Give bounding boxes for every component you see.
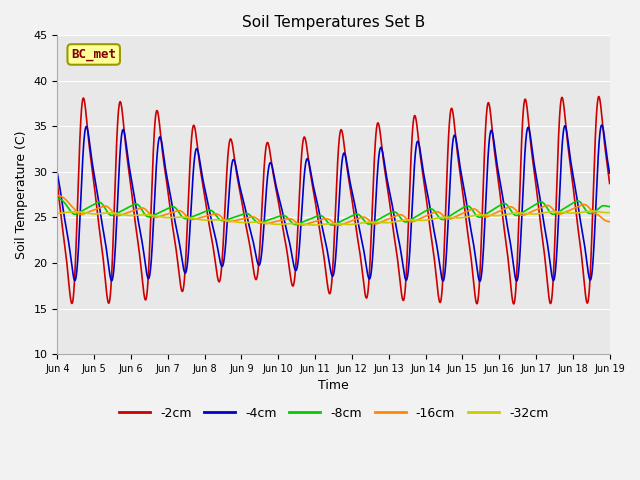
-8cm bbox=[289, 221, 297, 227]
-16cm bbox=[54, 193, 61, 199]
-16cm bbox=[116, 213, 124, 218]
Line: -4cm: -4cm bbox=[58, 125, 610, 281]
X-axis label: Time: Time bbox=[318, 379, 349, 392]
-16cm bbox=[289, 217, 297, 223]
-4cm bbox=[149, 226, 157, 231]
Line: -2cm: -2cm bbox=[58, 96, 610, 304]
-4cm bbox=[116, 145, 124, 151]
-32cm bbox=[266, 221, 273, 227]
-2cm bbox=[289, 283, 297, 289]
-2cm bbox=[595, 94, 603, 99]
-2cm bbox=[116, 99, 124, 105]
Legend: -2cm, -4cm, -8cm, -16cm, -32cm: -2cm, -4cm, -8cm, -16cm, -32cm bbox=[114, 402, 554, 425]
-32cm bbox=[149, 213, 157, 218]
-16cm bbox=[595, 213, 603, 218]
-4cm bbox=[476, 278, 484, 284]
-2cm bbox=[54, 181, 61, 187]
Title: Soil Temperatures Set B: Soil Temperatures Set B bbox=[242, 15, 425, 30]
-8cm bbox=[54, 196, 61, 202]
-8cm bbox=[149, 213, 157, 218]
Y-axis label: Soil Temperature (C): Soil Temperature (C) bbox=[15, 131, 28, 259]
-4cm bbox=[606, 170, 614, 176]
-32cm bbox=[54, 211, 61, 216]
-2cm bbox=[606, 180, 614, 186]
-2cm bbox=[536, 213, 543, 218]
-2cm bbox=[266, 144, 273, 150]
-16cm bbox=[606, 219, 614, 225]
-16cm bbox=[266, 220, 273, 226]
-8cm bbox=[266, 217, 273, 223]
Line: -8cm: -8cm bbox=[58, 199, 610, 225]
-8cm bbox=[536, 199, 543, 205]
-32cm bbox=[310, 222, 317, 228]
-32cm bbox=[595, 209, 603, 215]
-16cm bbox=[536, 205, 543, 211]
-4cm bbox=[536, 192, 543, 198]
-32cm bbox=[606, 210, 614, 216]
-8cm bbox=[606, 204, 614, 210]
-4cm bbox=[289, 259, 297, 264]
Text: BC_met: BC_met bbox=[71, 48, 116, 61]
-8cm bbox=[595, 205, 603, 211]
-8cm bbox=[116, 209, 124, 215]
-32cm bbox=[289, 221, 297, 227]
-16cm bbox=[149, 214, 157, 220]
-2cm bbox=[595, 94, 603, 100]
-4cm bbox=[266, 162, 273, 168]
-16cm bbox=[335, 222, 342, 228]
-8cm bbox=[328, 222, 336, 228]
Line: -32cm: -32cm bbox=[58, 211, 610, 225]
-32cm bbox=[116, 211, 124, 217]
-32cm bbox=[588, 208, 595, 214]
Line: -16cm: -16cm bbox=[58, 196, 610, 225]
-32cm bbox=[536, 211, 543, 216]
-2cm bbox=[510, 301, 518, 307]
-2cm bbox=[149, 152, 157, 158]
-4cm bbox=[595, 142, 603, 148]
-4cm bbox=[54, 171, 61, 177]
-4cm bbox=[598, 122, 605, 128]
